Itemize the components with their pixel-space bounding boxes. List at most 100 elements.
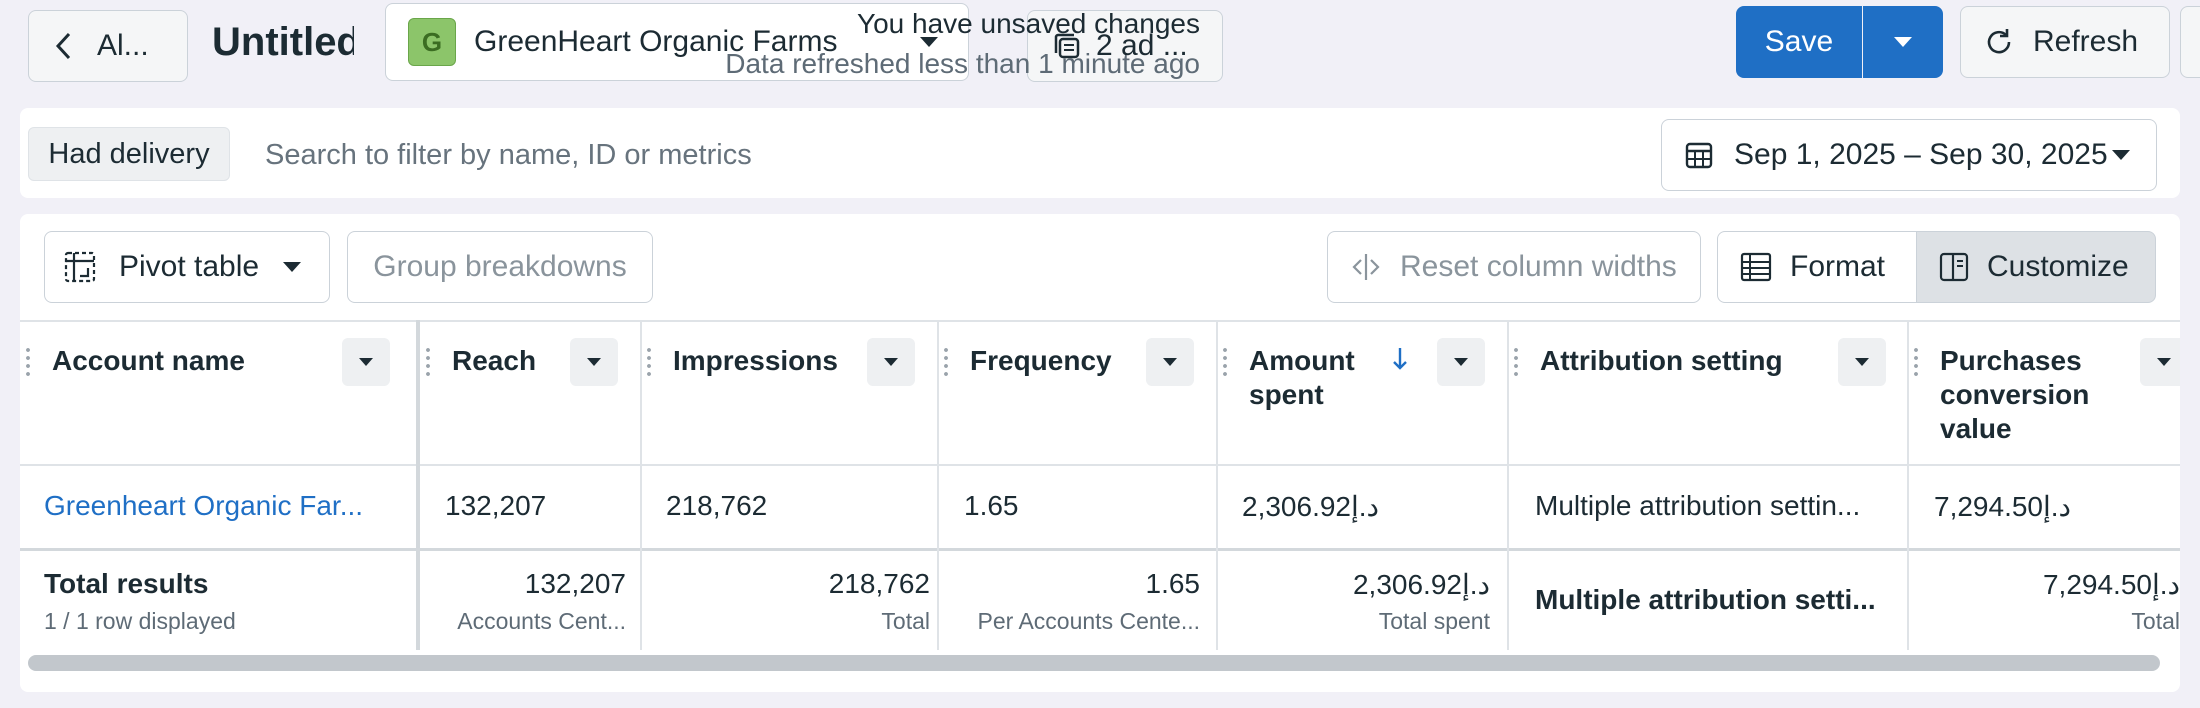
total-amount-spent-subtitle: Total spent [1378, 608, 1490, 634]
total-amount-spent: د.إ2,306.92 [1352, 569, 1490, 600]
report-title[interactable]: Untitled [212, 20, 354, 64]
drag-handle-icon[interactable] [1223, 346, 1227, 376]
customize-label: Customize [1987, 250, 2129, 283]
ads-selector-button[interactable]: 2 ad ... [1027, 10, 1223, 82]
more-button[interactable] [2180, 6, 2200, 78]
header-label: Attribution setting [1540, 345, 1783, 376]
had-delivery-filter-chip[interactable]: Had delivery [28, 127, 230, 181]
total-purchases-value: د.إ7,294.50 [2042, 569, 2180, 600]
total-attribution-setting: Multiple attribution setti... [1535, 584, 1876, 615]
total-purchases-subtitle: Total [2131, 608, 2180, 634]
save-options-button[interactable] [1863, 6, 1943, 78]
header-label: Purchases conversion value [1940, 345, 2090, 444]
chevron-down-icon [1855, 358, 1869, 366]
save-button[interactable]: Save [1736, 6, 1862, 78]
rows-displayed-text: 1 / 1 row displayed [44, 608, 236, 634]
refresh-button[interactable]: Refresh [1960, 6, 2170, 78]
column-menu-button[interactable] [1838, 338, 1886, 386]
report-table: Account name Reach Impressions Frequency… [20, 320, 2180, 650]
column-header-attribution-setting[interactable]: Attribution setting [1508, 320, 1907, 464]
column-menu-button[interactable] [342, 338, 390, 386]
reach-cell: 132,207 [445, 490, 547, 521]
column-divider[interactable] [1216, 320, 1218, 650]
column-menu-button[interactable] [1437, 338, 1485, 386]
chevron-down-icon [1894, 37, 1912, 47]
refresh-label: Refresh [2033, 25, 2139, 58]
column-divider[interactable] [416, 320, 420, 650]
format-table-icon [1740, 252, 1772, 282]
customize-panel-icon [1939, 252, 1969, 282]
drag-handle-icon[interactable] [426, 346, 430, 376]
column-header-impressions[interactable]: Impressions [641, 320, 937, 464]
drag-handle-icon[interactable] [1914, 346, 1918, 376]
column-header-reach[interactable]: Reach [420, 320, 640, 464]
account-selector[interactable]: G GreenHeart Organic Farms [385, 3, 969, 81]
chevron-down-icon [884, 358, 898, 366]
pivot-icon [64, 251, 96, 283]
date-range-label: Sep 1, 2025 – Sep 30, 2025 [1734, 138, 2108, 171]
ads-stack-icon [1054, 33, 1080, 59]
column-menu-button[interactable] [867, 338, 915, 386]
chevron-down-icon [2112, 150, 2130, 160]
drag-handle-icon[interactable] [647, 346, 651, 376]
impressions-cell: 218,762 [666, 490, 768, 521]
header-label: Reach [452, 345, 537, 376]
total-reach-subtitle: Accounts Cent... [457, 608, 626, 634]
header-label: Frequency [970, 345, 1112, 376]
drag-handle-icon[interactable] [944, 346, 948, 376]
column-divider[interactable] [1907, 320, 1909, 650]
chevron-down-icon [587, 358, 601, 366]
chevron-down-icon [1454, 358, 1468, 366]
header-label: Amount spent [1249, 345, 1355, 410]
table-divider [20, 320, 2180, 322]
chevron-left-icon [55, 32, 71, 60]
column-divider[interactable] [937, 320, 939, 650]
chevron-down-icon [2157, 358, 2171, 366]
sort-descending-icon[interactable] [1392, 346, 1408, 372]
search-input[interactable] [265, 130, 1565, 180]
chevron-down-icon [283, 262, 301, 272]
account-name-link[interactable]: Greenheart Organic Far... [44, 490, 364, 521]
pivot-label: Pivot table [119, 250, 260, 283]
header-label: Account name [52, 345, 245, 376]
back-label: Al... [97, 29, 149, 62]
reset-column-widths-button[interactable]: Reset column widths [1327, 231, 1701, 303]
chevron-down-icon [359, 358, 373, 366]
column-header-purchases-conversion-value[interactable]: Purchases conversion value [1908, 320, 2180, 464]
group-breakdowns-button[interactable]: Group breakdowns [347, 231, 653, 303]
ads-label: 2 ad ... [1096, 29, 1188, 62]
date-range-picker[interactable]: Sep 1, 2025 – Sep 30, 2025 [1661, 119, 2157, 191]
column-header-frequency[interactable]: Frequency [938, 320, 1216, 464]
total-frequency: 1.65 [1145, 568, 1201, 599]
account-avatar: G [408, 18, 456, 66]
column-header-amount-spent[interactable]: Amount spent [1217, 320, 1507, 464]
customize-button[interactable]: Customize [1916, 231, 2156, 303]
column-menu-button[interactable] [2140, 338, 2180, 386]
refresh-icon [1987, 29, 2011, 54]
frequency-cell: 1.65 [964, 490, 1019, 521]
back-button[interactable]: Al... [28, 10, 188, 82]
data-refreshed-text: Data refreshed less than 1 minute ago [725, 48, 1200, 79]
format-label: Format [1790, 250, 1886, 283]
drag-handle-icon[interactable] [1514, 346, 1518, 376]
total-impressions-subtitle: Total [881, 608, 930, 634]
column-divider[interactable] [1507, 320, 1509, 650]
attribution-setting-cell: Multiple attribution settin... [1535, 490, 1861, 521]
column-menu-button[interactable] [1146, 338, 1194, 386]
reset-label: Reset column widths [1400, 250, 1677, 283]
column-header-account-name[interactable]: Account name [20, 320, 416, 464]
pivot-table-button[interactable]: Pivot table [44, 231, 330, 303]
column-menu-button[interactable] [570, 338, 618, 386]
horizontal-scrollbar[interactable] [28, 655, 2160, 671]
table-divider [20, 464, 2180, 466]
format-button[interactable]: Format [1717, 231, 1917, 303]
drag-handle-icon[interactable] [26, 346, 30, 376]
calendar-icon [1685, 142, 1713, 169]
chevron-down-icon [1163, 358, 1177, 366]
column-resize-icon [1352, 254, 1380, 280]
purchases-value-cell: د.إ7,294.50 [1934, 491, 2072, 522]
column-divider[interactable] [640, 320, 642, 650]
total-results-label: Total results [44, 568, 209, 599]
header-label: Impressions [673, 345, 838, 376]
chevron-down-icon [920, 37, 938, 47]
